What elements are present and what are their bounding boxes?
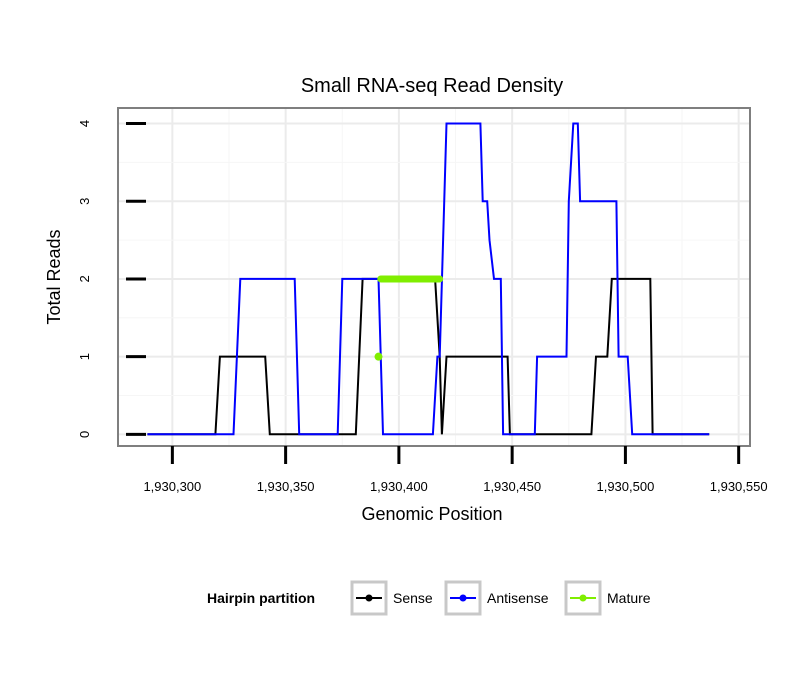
plot-panel-border [117, 107, 751, 447]
legend-title: Hairpin partition [207, 590, 315, 606]
legend: Hairpin partition Sense Antisense Mature [207, 580, 651, 616]
x-axis-ticks: 1,930,300 1,930,350 1,930,400 1,930,450 1,93… [143, 446, 768, 494]
x-axis-title: Genomic Position [361, 504, 502, 524]
legend-label: Sense [393, 590, 433, 606]
y-tick-label: 4 [77, 120, 92, 127]
y-tick-label: 0 [77, 431, 92, 438]
legend-item-sense: Sense [350, 580, 433, 616]
x-tick-label: 1,930,350 [257, 479, 315, 494]
antisense-line [147, 122, 710, 436]
legend-label: Mature [607, 590, 651, 606]
x-tick-label: 1,930,300 [143, 479, 201, 494]
x-tick-label: 1,930,500 [596, 479, 654, 494]
legend-key-point [579, 594, 587, 602]
x-tick-label: 1,930,550 [710, 479, 768, 494]
legend-key-point [365, 594, 373, 602]
series-layer [147, 122, 710, 436]
mature-point [374, 352, 383, 361]
legend-key-point [459, 594, 467, 602]
legend-label: Antisense [487, 590, 549, 606]
legend-items: Sense Antisense Mature [350, 580, 651, 616]
y-axis-title: Total Reads [44, 229, 64, 324]
legend-item-antisense: Antisense [444, 580, 549, 616]
y-tick-label: 1 [77, 353, 92, 360]
legend-item-mature: Mature [564, 580, 651, 616]
y-tick-label: 2 [77, 275, 92, 282]
y-axis-ticks: 0 1 2 3 4 [77, 120, 146, 438]
sense-line [147, 277, 710, 436]
chart-title: Small RNA-seq Read Density [301, 75, 563, 97]
x-tick-label: 1,930,450 [483, 479, 541, 494]
y-tick-label: 3 [77, 198, 92, 205]
x-tick-label: 1,930,400 [370, 479, 428, 494]
